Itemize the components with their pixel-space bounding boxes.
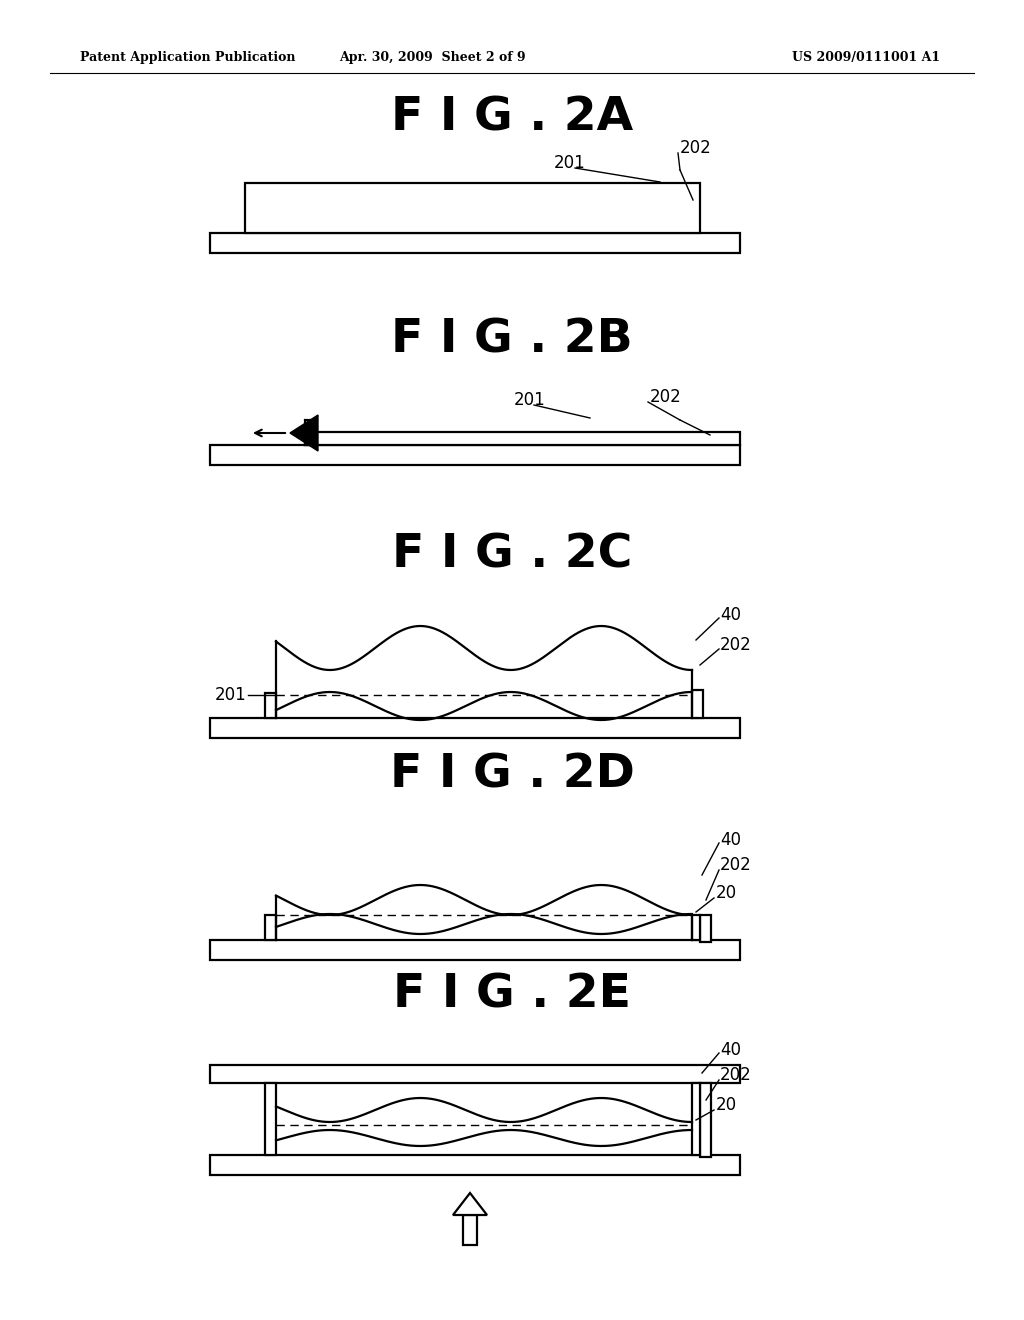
Text: US 2009/0111001 A1: US 2009/0111001 A1	[792, 51, 940, 65]
Bar	[692, 915, 700, 940]
Text: 202: 202	[650, 388, 682, 407]
Bar	[265, 1082, 276, 1155]
Bar	[265, 915, 276, 940]
Text: 201: 201	[514, 391, 546, 409]
Bar	[700, 1082, 711, 1158]
Text: 40: 40	[720, 606, 741, 624]
Text: F I G . 2C: F I G . 2C	[392, 532, 632, 578]
Bar	[305, 432, 740, 445]
Text: 202: 202	[720, 855, 752, 874]
Text: F I G . 2B: F I G . 2B	[391, 318, 633, 363]
Polygon shape	[463, 1214, 477, 1245]
Bar	[210, 718, 740, 738]
Text: 201: 201	[554, 154, 586, 172]
Polygon shape	[453, 1193, 487, 1214]
Bar	[210, 940, 740, 960]
Bar	[210, 445, 740, 465]
Bar	[692, 690, 703, 718]
Text: 20: 20	[716, 884, 737, 902]
Text: 40: 40	[720, 832, 741, 849]
Text: F I G . 2E: F I G . 2E	[393, 973, 631, 1018]
Text: 202: 202	[680, 139, 712, 157]
Bar	[265, 693, 276, 718]
Text: 202: 202	[720, 636, 752, 653]
Text: 201: 201	[215, 686, 247, 704]
Text: F I G . 2A: F I G . 2A	[391, 95, 633, 140]
Text: 40: 40	[720, 1041, 741, 1059]
Bar	[210, 1155, 740, 1175]
Bar	[210, 234, 740, 253]
Bar	[305, 420, 315, 445]
Text: 202: 202	[720, 1067, 752, 1084]
Text: Apr. 30, 2009  Sheet 2 of 9: Apr. 30, 2009 Sheet 2 of 9	[339, 51, 525, 65]
Text: 20: 20	[716, 1096, 737, 1114]
Polygon shape	[290, 414, 318, 451]
Bar	[245, 183, 700, 234]
Text: Patent Application Publication: Patent Application Publication	[80, 51, 296, 65]
Bar	[210, 1065, 740, 1082]
Bar	[692, 1082, 700, 1155]
Bar	[700, 915, 711, 942]
Text: F I G . 2D: F I G . 2D	[389, 752, 635, 797]
